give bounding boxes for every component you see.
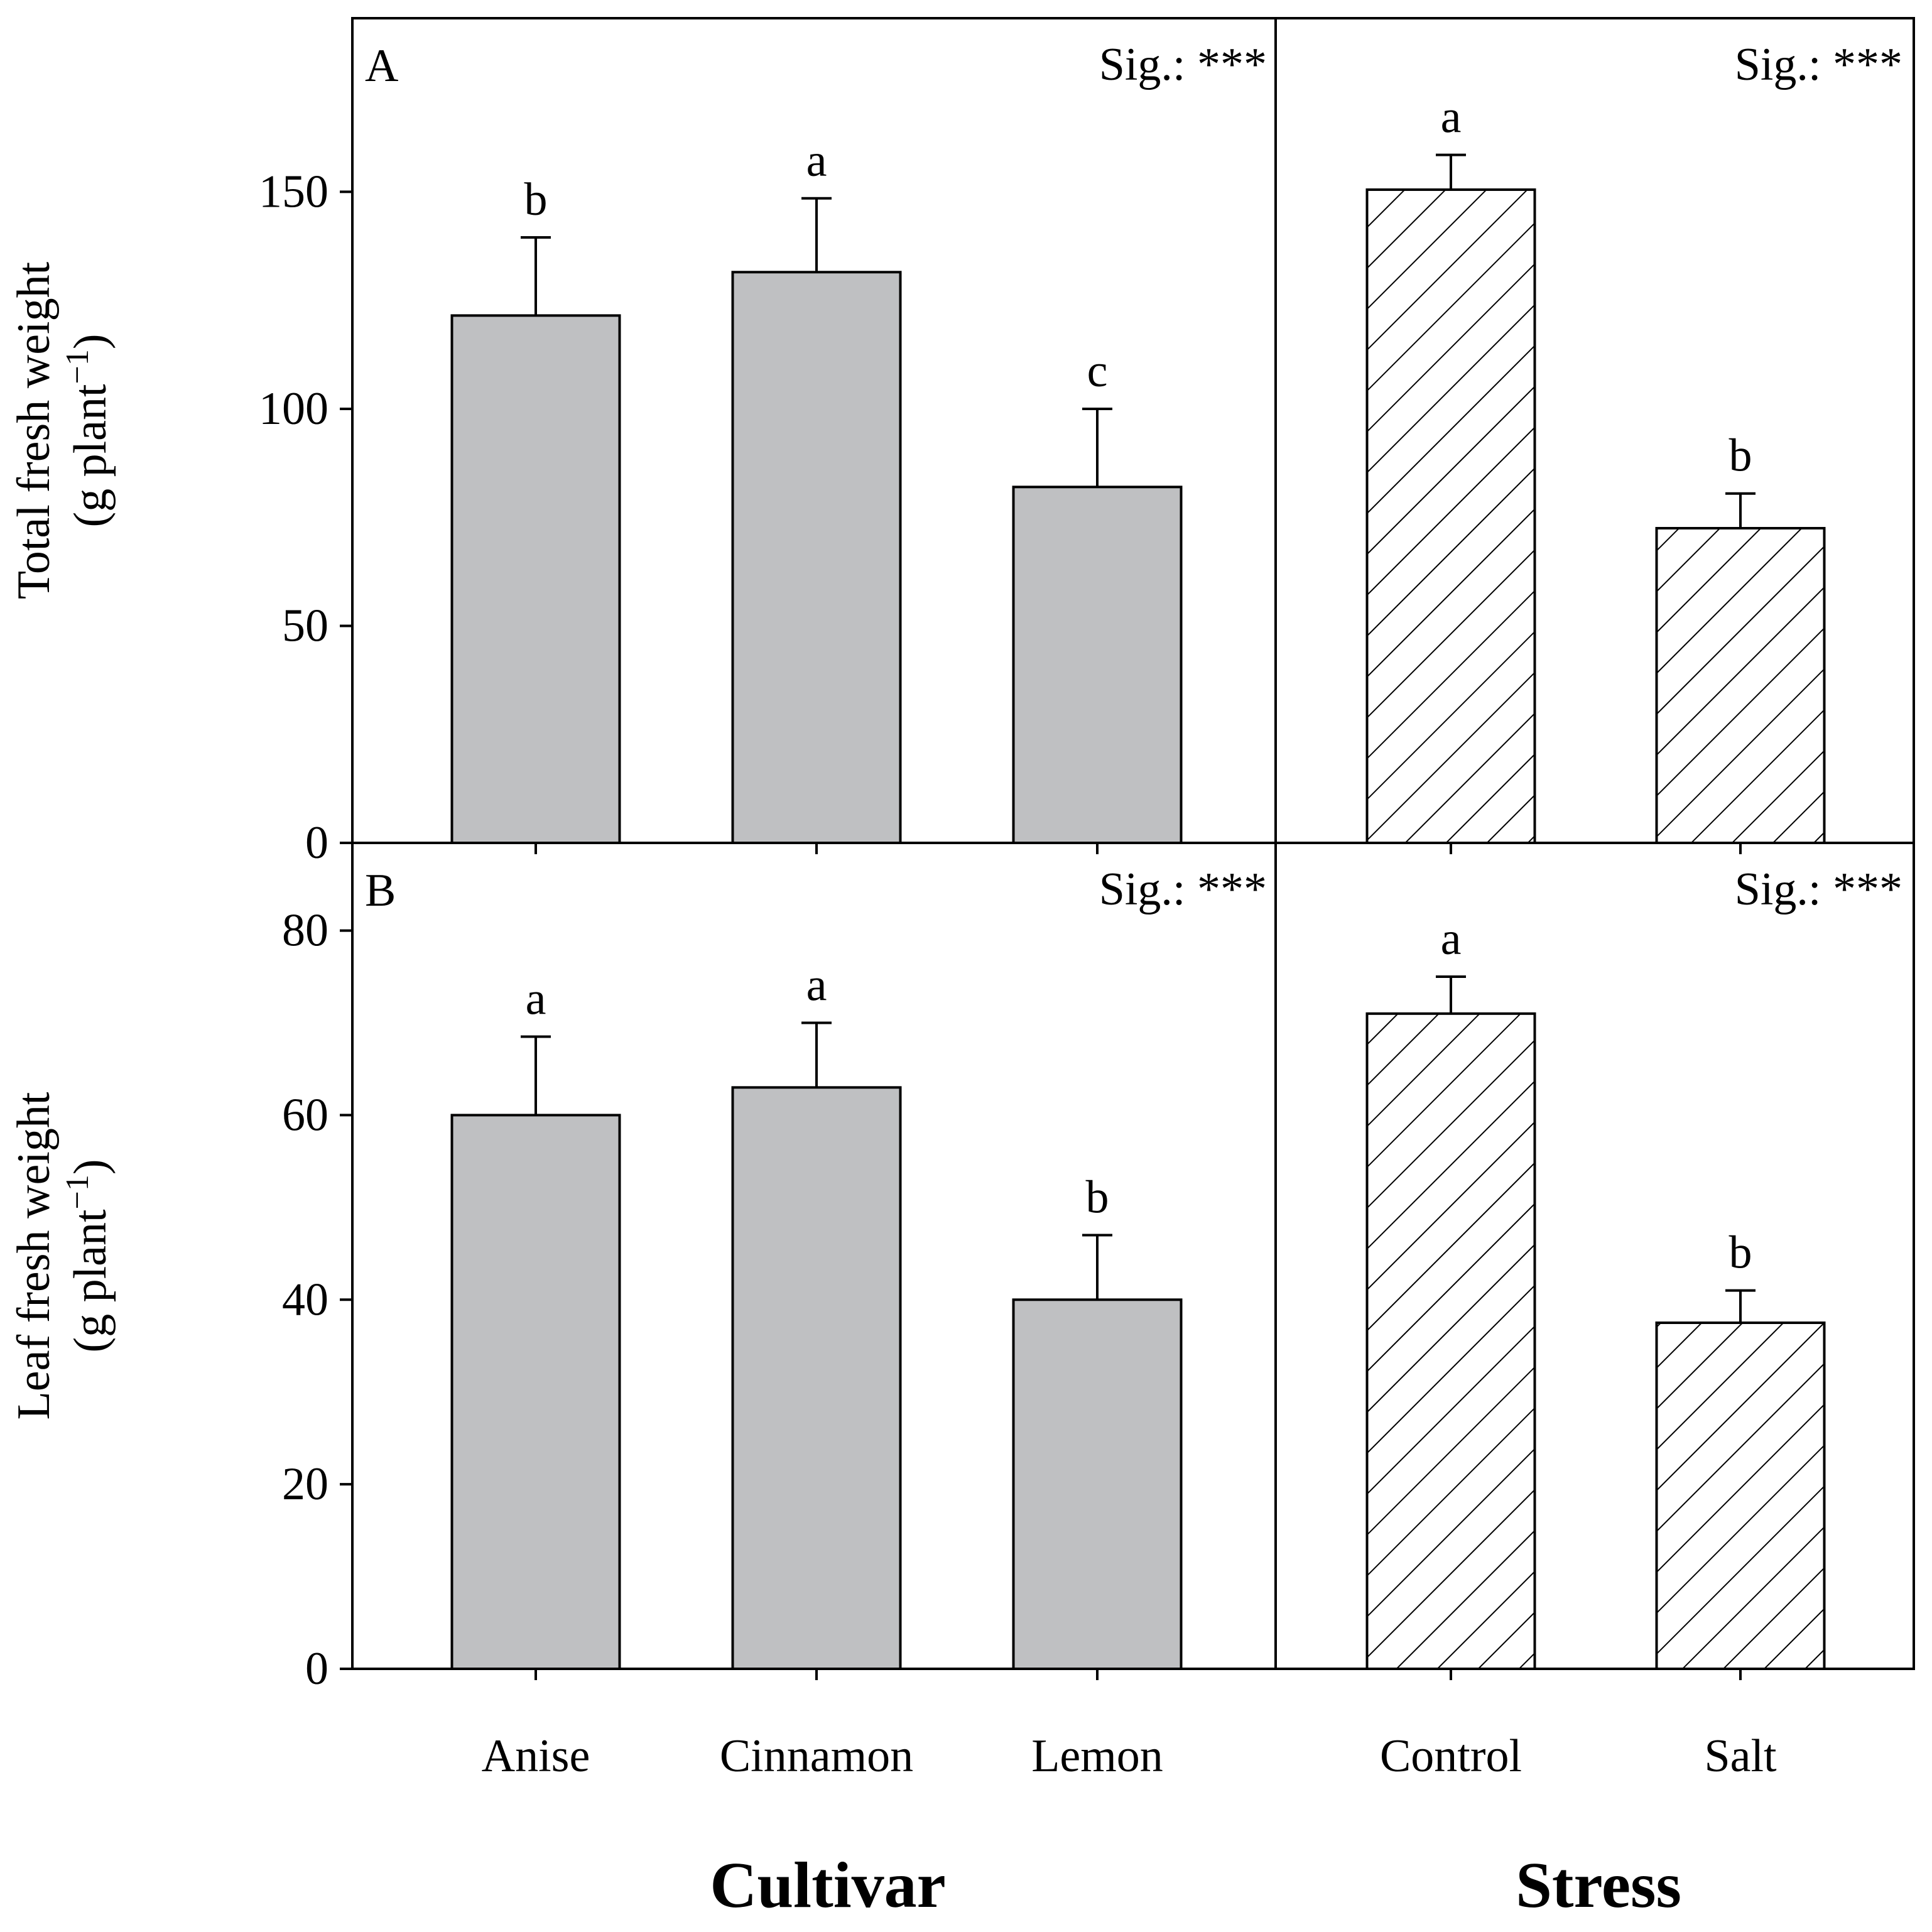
- panel-b-y-axis-units-close: ): [65, 1159, 116, 1175]
- x-label-anise: Anise: [482, 1730, 590, 1782]
- panel-a-bar-lemon: [1012, 486, 1183, 844]
- panel-a-stress-sig: Sig.: ***: [1735, 39, 1902, 90]
- panel-b-bar-salt: [1655, 1321, 1826, 1671]
- panel-a-y-axis-units-close: ): [65, 334, 116, 349]
- panel-b-stress-sig: Sig.: ***: [1735, 864, 1902, 915]
- panel-a-y-axis-title: Total fresh weight: [8, 261, 60, 599]
- x-label-cinnamon: Cinnamon: [720, 1730, 913, 1782]
- panel-b-bar-anise: [450, 1114, 621, 1671]
- panel-b-y-tick-label: 40: [282, 1274, 328, 1325]
- panel-a-letter-salt: b: [1729, 430, 1752, 482]
- panel-b-y-tick-label: 0: [305, 1643, 328, 1695]
- panel-b-bar-lemon: [1012, 1298, 1183, 1670]
- panel-b-y-tick-label: 60: [282, 1089, 328, 1141]
- panel-a-cultivar-sig: Sig.: ***: [1099, 39, 1267, 90]
- panel-a-letter-lemon: c: [1087, 345, 1108, 397]
- panel-b-bar-cinnamon: [731, 1086, 902, 1670]
- panel-b-bar-control: [1365, 1012, 1536, 1670]
- panel-b-letter-cinnamon: a: [806, 960, 827, 1011]
- panel-a-bar-salt: [1655, 526, 1826, 844]
- panel-b-y-tick-label: 20: [282, 1458, 328, 1510]
- panel-a-y-tick-label: 0: [305, 817, 328, 869]
- panel-a-y-axis-units-exponent: −1: [60, 349, 95, 384]
- group-title-stress: Stress: [1516, 1849, 1681, 1921]
- panel-b-y-axis-units-exponent: −1: [60, 1175, 95, 1209]
- panel-a-y-tick-label: 50: [282, 600, 328, 651]
- panel-b: 0 20 40 60 80 Leaf fresh weight (g plant−1) B Si…: [8, 842, 1915, 1695]
- panel-b-letter-salt: b: [1729, 1227, 1752, 1279]
- panel-a-y-axis-units-base: (g plant: [65, 384, 116, 528]
- x-axis-category-labels: Anise Cinnamon Lemon Control Salt: [482, 1730, 1777, 1782]
- panel-b-letter-control: a: [1441, 913, 1462, 965]
- x-label-control: Control: [1380, 1730, 1522, 1782]
- x-label-lemon: Lemon: [1031, 1730, 1163, 1782]
- panel-a-y-tick-label: 100: [259, 383, 328, 435]
- panel-a-bar-control: [1365, 188, 1536, 844]
- panel-a-bar-cinnamon: [731, 271, 902, 844]
- panel-b-letter-lemon: b: [1086, 1171, 1109, 1223]
- panel-a-y-tick-label: 150: [259, 166, 328, 217]
- panel-b-letter-anise: a: [526, 974, 546, 1025]
- panel-a-y-axis-units: (g plant−1): [60, 334, 117, 527]
- group-title-cultivar: Cultivar: [710, 1849, 946, 1921]
- panel-a-letter-cinnamon: a: [806, 135, 827, 187]
- panel-b-cultivar-sig: Sig.: ***: [1099, 864, 1267, 915]
- panel-a-panel-letter: A: [365, 40, 398, 92]
- panel-a-letter-control: a: [1441, 92, 1462, 143]
- panel-b-y-tick-label: 80: [282, 905, 328, 957]
- x-label-salt: Salt: [1704, 1730, 1777, 1782]
- panel-b-panel-letter: B: [365, 865, 396, 916]
- panel-a-bar-anise: [450, 314, 621, 845]
- panel-b-y-axis-units: (g plant−1): [60, 1159, 117, 1352]
- panel-b-y-axis-units-base: (g plant: [65, 1209, 116, 1353]
- panel-b-y-axis-title: Leaf fresh weight: [8, 1092, 60, 1419]
- panel-a-letter-anise: b: [524, 174, 548, 225]
